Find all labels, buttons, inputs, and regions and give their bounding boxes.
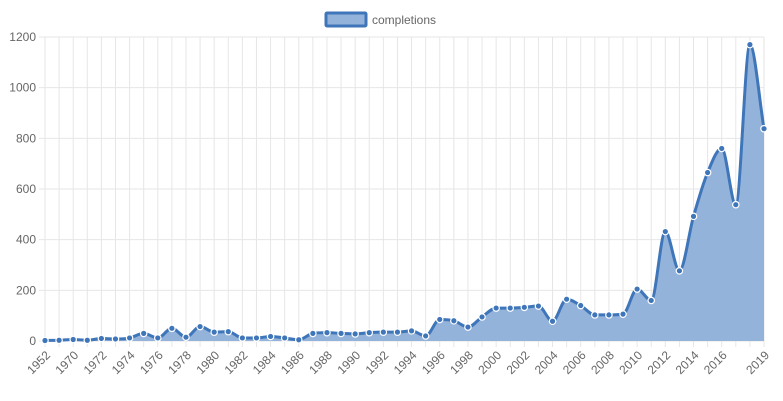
x-tick-label: 1980 xyxy=(193,348,222,377)
x-tick-label: 2010 xyxy=(616,348,645,377)
data-point[interactable] xyxy=(746,40,754,49)
x-tick-label: 2008 xyxy=(588,348,617,377)
x-tick-label: 2002 xyxy=(504,348,533,377)
x-tick-label: 2006 xyxy=(560,348,589,377)
y-tick-label: 600 xyxy=(16,182,36,196)
x-tick-label: 1990 xyxy=(334,348,363,377)
x-tick-label: 2014 xyxy=(673,348,702,377)
data-point[interactable] xyxy=(647,296,656,305)
x-tick-label: 1976 xyxy=(137,348,166,377)
data-point[interactable] xyxy=(506,304,515,312)
data-point[interactable] xyxy=(534,302,543,310)
x-tick-label: 1982 xyxy=(222,348,251,377)
data-point[interactable] xyxy=(661,227,670,236)
data-point[interactable] xyxy=(351,330,359,338)
data-point[interactable] xyxy=(619,310,627,318)
data-point[interactable] xyxy=(450,316,458,325)
series-points xyxy=(41,40,768,345)
data-point[interactable] xyxy=(125,334,134,342)
data-point[interactable] xyxy=(280,334,289,342)
y-tick-label: 1200 xyxy=(9,30,36,44)
legend[interactable]: completions xyxy=(324,11,436,28)
x-tick-label: 1984 xyxy=(250,348,279,377)
series-area xyxy=(44,43,766,342)
data-point[interactable] xyxy=(548,317,557,326)
x-tick-label: 2012 xyxy=(645,348,674,377)
x-tick-label: 1952 xyxy=(24,348,53,377)
data-point[interactable] xyxy=(139,329,148,338)
data-point[interactable] xyxy=(83,336,92,345)
y-tick-label: 400 xyxy=(16,233,36,247)
data-point[interactable] xyxy=(224,327,233,336)
data-point[interactable] xyxy=(605,311,613,319)
x-tick-label: 1994 xyxy=(391,348,420,377)
x-tick-label: 1988 xyxy=(306,348,335,377)
legend-label-completions[interactable]: completions xyxy=(372,13,436,27)
x-tick-label: 1992 xyxy=(363,348,392,377)
data-point[interactable] xyxy=(365,328,374,337)
data-point[interactable] xyxy=(182,333,190,342)
data-point[interactable] xyxy=(294,335,303,344)
series-area-fill xyxy=(45,44,764,341)
legend-swatch[interactable] xyxy=(324,11,368,28)
data-point[interactable] xyxy=(210,328,218,336)
data-point[interactable] xyxy=(492,304,500,312)
data-point[interactable] xyxy=(760,124,768,133)
data-point[interactable] xyxy=(520,303,529,312)
y-tick-label: 800 xyxy=(16,131,36,145)
data-point[interactable] xyxy=(266,332,275,341)
data-point[interactable] xyxy=(435,315,444,324)
data-point[interactable] xyxy=(168,324,176,333)
y-tick-label: 200 xyxy=(16,283,36,297)
x-tick-label: 1998 xyxy=(447,348,476,377)
data-point[interactable] xyxy=(337,329,345,338)
data-point[interactable] xyxy=(464,323,472,331)
data-point[interactable] xyxy=(252,334,261,342)
y-tick-label: 1000 xyxy=(9,81,36,95)
data-point[interactable] xyxy=(675,267,684,275)
data-point[interactable] xyxy=(41,336,49,345)
data-point[interactable] xyxy=(393,328,402,336)
x-tick-label: 2016 xyxy=(701,348,730,377)
data-point[interactable] xyxy=(717,144,726,153)
data-point[interactable] xyxy=(323,328,331,337)
x-tick-label: 2004 xyxy=(532,348,561,377)
data-point[interactable] xyxy=(97,334,106,343)
data-point[interactable] xyxy=(69,335,77,344)
data-point[interactable] xyxy=(421,332,430,340)
data-point[interactable] xyxy=(55,336,63,345)
data-point[interactable] xyxy=(379,328,388,336)
data-point[interactable] xyxy=(591,311,599,319)
data-point[interactable] xyxy=(309,329,317,338)
y-tick-label: 0 xyxy=(29,334,36,348)
x-tick-label: 1972 xyxy=(81,348,110,377)
x-axis-ticks: 1952 1970 1972 1974 1976 1978 1980 1982 1984 1986… xyxy=(24,348,772,377)
x-tick-label: 1974 xyxy=(109,348,138,377)
x-tick-label: 2019 xyxy=(743,348,772,377)
data-point[interactable] xyxy=(562,295,571,304)
data-point[interactable] xyxy=(633,285,641,293)
data-point[interactable] xyxy=(238,334,247,342)
data-point[interactable] xyxy=(478,313,486,321)
data-point[interactable] xyxy=(576,301,585,310)
x-tick-label: 2000 xyxy=(475,348,504,377)
x-tick-label: 1996 xyxy=(419,348,448,377)
data-point[interactable] xyxy=(689,212,698,221)
gridlines xyxy=(39,36,765,347)
data-point[interactable] xyxy=(153,334,162,342)
data-point[interactable] xyxy=(407,327,416,335)
data-point[interactable] xyxy=(732,200,740,209)
x-tick-label: 1986 xyxy=(278,348,307,377)
x-tick-label: 1970 xyxy=(52,348,81,377)
data-point[interactable] xyxy=(111,335,120,343)
y-axis-ticks: 0 200 400 600 800 1000 1200 xyxy=(9,30,36,348)
x-tick-label: 1978 xyxy=(165,348,194,377)
data-point[interactable] xyxy=(703,168,712,177)
data-point[interactable] xyxy=(196,322,204,331)
